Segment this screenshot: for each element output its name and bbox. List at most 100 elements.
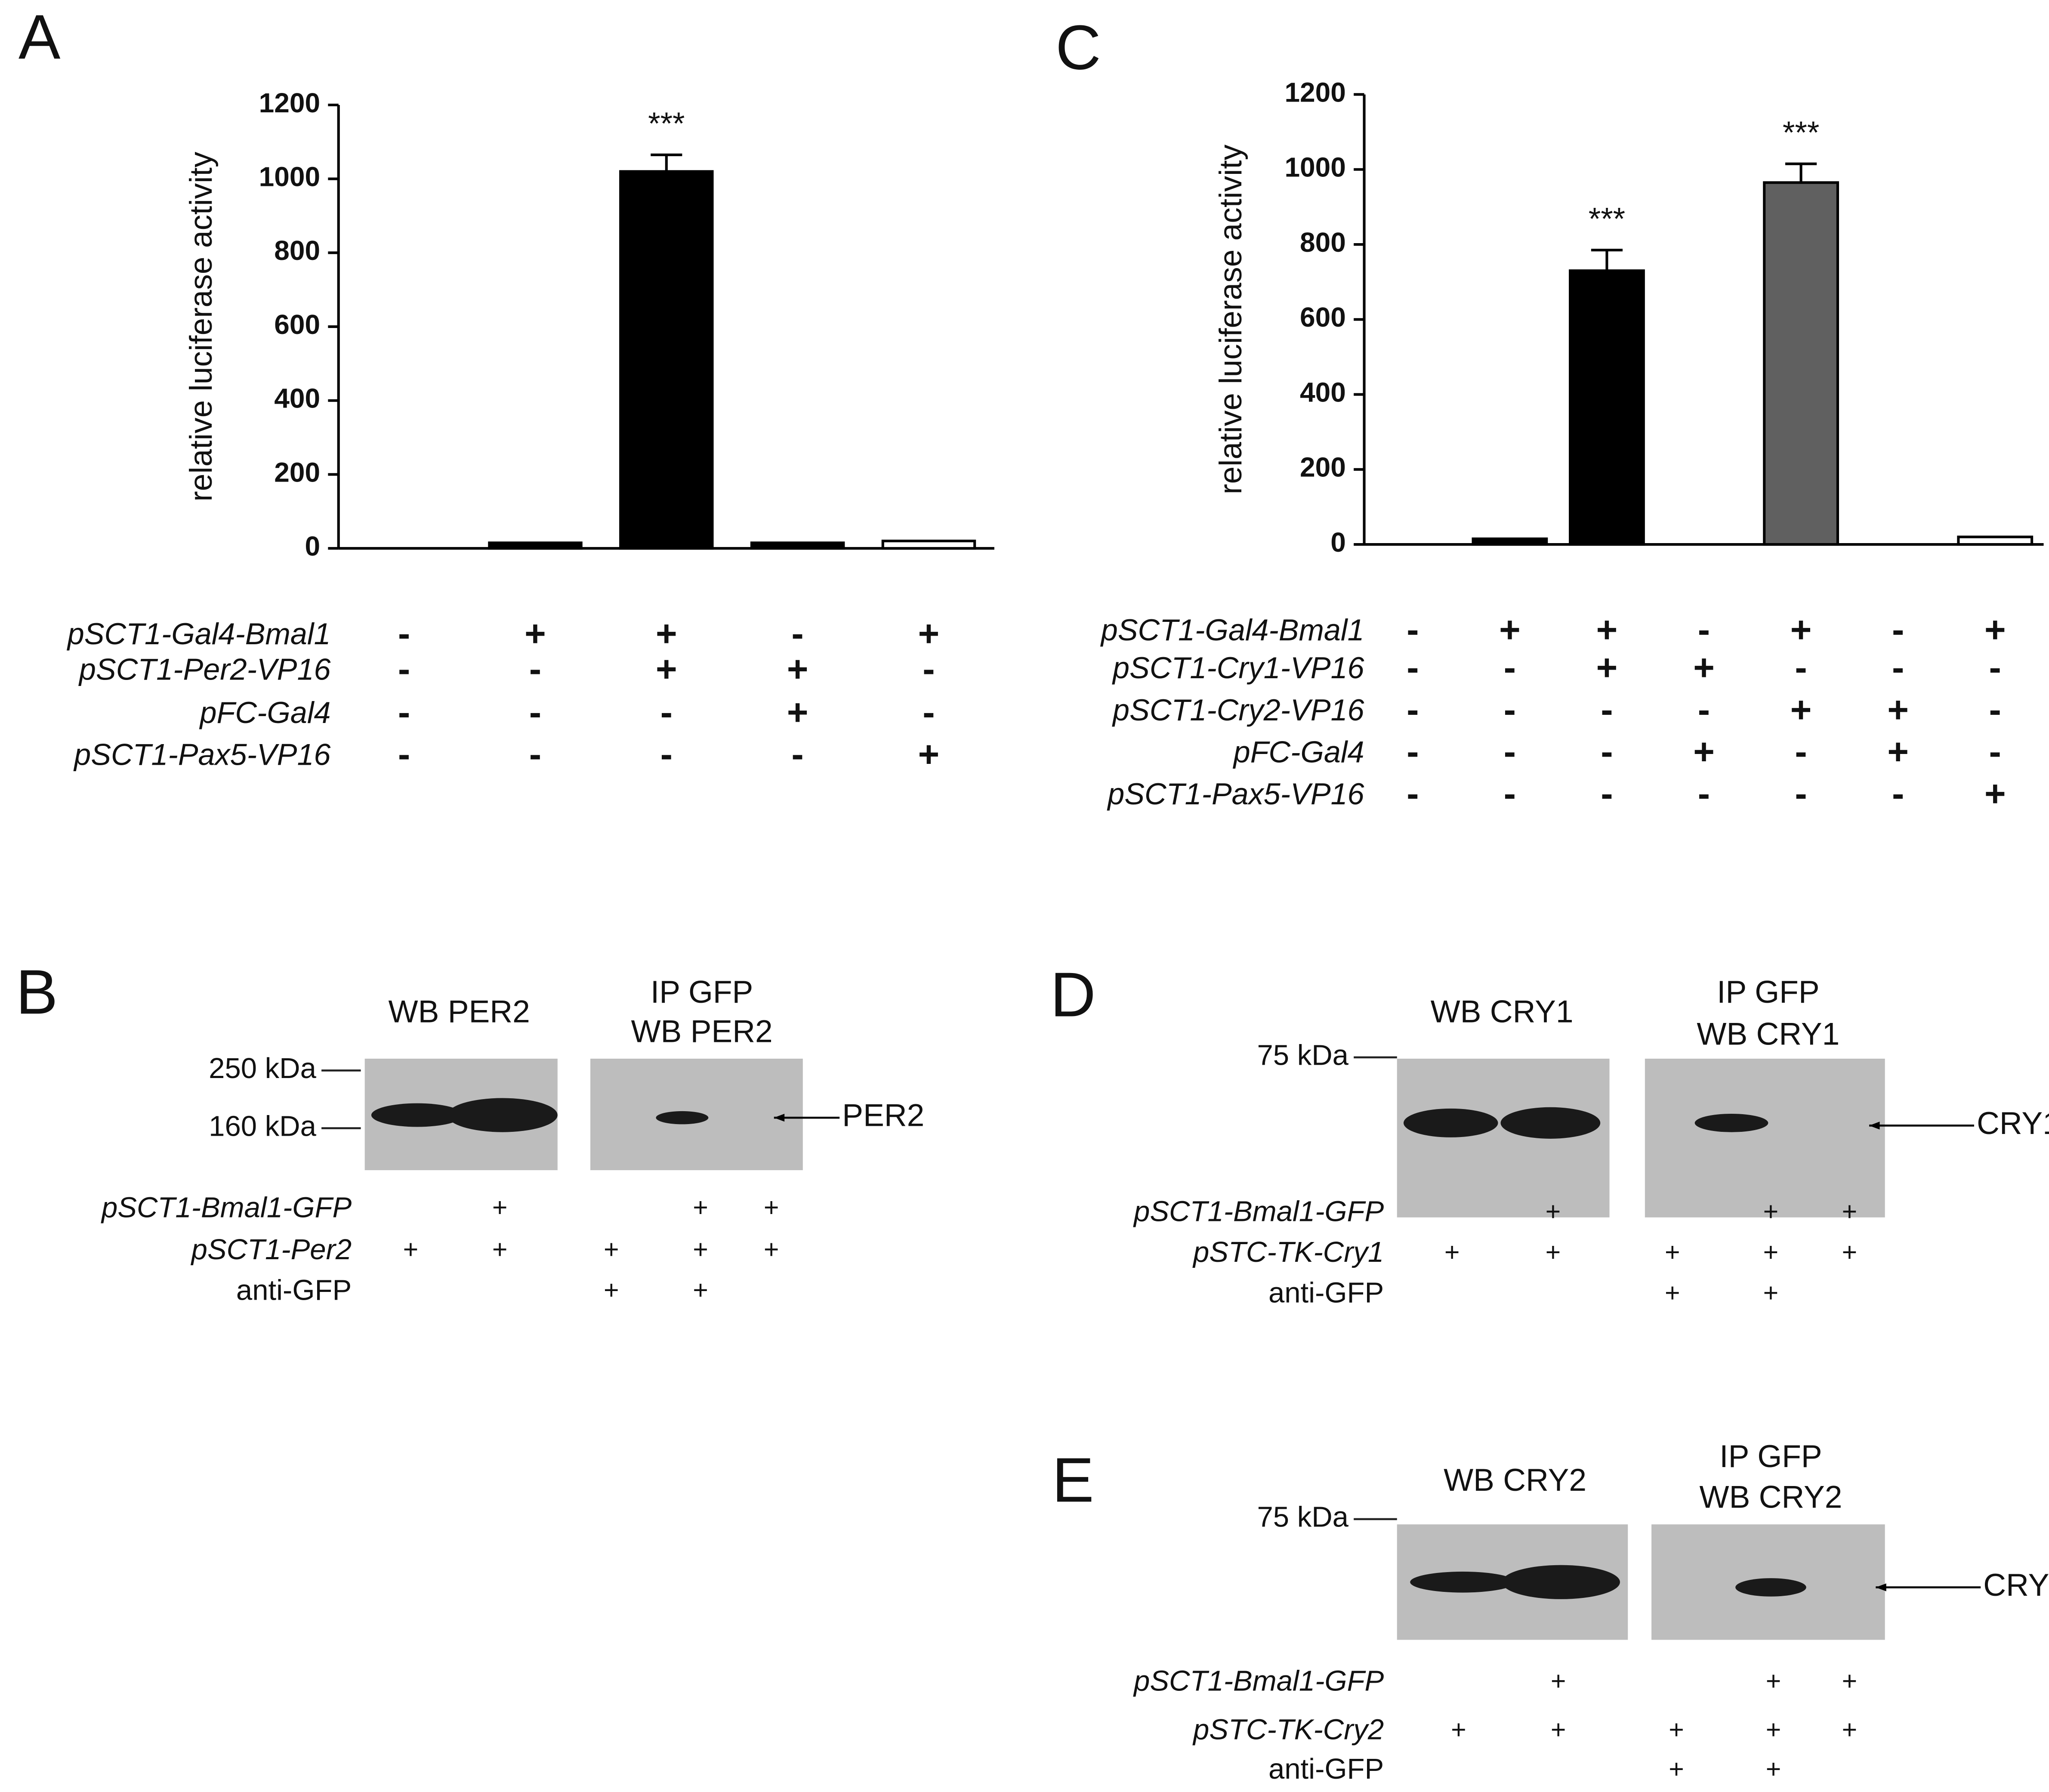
condition-sign: - — [1698, 609, 1710, 650]
condition-sign: + — [693, 1193, 708, 1222]
condition-sign: - — [1407, 689, 1419, 730]
condition-sign: + — [604, 1235, 619, 1264]
condition-sign: - — [660, 692, 673, 733]
condition-sign: + — [1790, 609, 1812, 650]
blot-title: IP GFP — [651, 974, 753, 1010]
condition-sign: + — [1546, 1197, 1561, 1226]
condition-sign: - — [1407, 647, 1419, 688]
panel-label: B — [16, 957, 58, 1027]
panel-label: A — [19, 2, 61, 72]
condition-sign: + — [1451, 1715, 1466, 1744]
condition-sign: - — [1795, 773, 1807, 814]
condition-sign: - — [1407, 609, 1419, 650]
panel-label: D — [1050, 960, 1096, 1030]
y-tick-label: 800 — [274, 235, 320, 266]
condition-sign: + — [1693, 731, 1715, 772]
target-label: CRY1 — [1977, 1106, 2049, 1141]
blot-title: IP GFP — [1717, 974, 1819, 1010]
arrow-head — [774, 1114, 785, 1122]
condition-label: anti-GFP — [1268, 1276, 1384, 1309]
condition-sign: + — [525, 613, 546, 654]
condition-sign: - — [1504, 731, 1516, 772]
blot-title: WB CRY1 — [1431, 994, 1574, 1029]
condition-sign: + — [1665, 1278, 1680, 1307]
condition-sign: + — [604, 1276, 619, 1305]
condition-label: pSTC-TK-Cry1 — [1192, 1236, 1384, 1268]
condition-sign: + — [787, 649, 808, 689]
condition-sign: - — [1892, 647, 1904, 688]
condition-sign: - — [1989, 647, 2001, 688]
condition-sign: + — [918, 613, 940, 654]
condition-sign: - — [923, 649, 935, 689]
condition-sign: + — [918, 734, 940, 775]
condition-label: pSCT1-Bmal1-GFP — [1133, 1665, 1384, 1697]
size-marker: 75 kDa — [1257, 1039, 1349, 1072]
condition-sign: + — [1551, 1715, 1566, 1744]
condition-sign: + — [1546, 1237, 1561, 1267]
condition-sign: + — [1984, 609, 2006, 650]
condition-sign: + — [1842, 1197, 1858, 1226]
condition-sign: + — [1693, 647, 1715, 688]
blot-title: WB PER2 — [389, 994, 530, 1029]
y-tick-label: 1000 — [1284, 152, 1345, 183]
condition-sign: - — [398, 613, 410, 654]
condition-label: pSCT1-Bmal1-GFP — [1133, 1195, 1384, 1227]
bar — [488, 541, 583, 550]
condition-sign: - — [1989, 731, 2001, 772]
condition-sign: + — [1596, 647, 1618, 688]
blot-band — [1735, 1578, 1806, 1597]
blot-band — [447, 1098, 558, 1132]
condition-sign: + — [403, 1235, 419, 1264]
blot-title: IP GFP — [1719, 1439, 1822, 1474]
target-label: PER2 — [842, 1097, 924, 1133]
significance: *** — [648, 106, 685, 141]
condition-sign: - — [1698, 773, 1710, 814]
blot-title: WB CRY1 — [1697, 1016, 1839, 1051]
condition-sign: - — [1892, 773, 1904, 814]
blot-band — [1403, 1108, 1498, 1137]
y-tick-label: 0 — [305, 531, 320, 562]
condition-sign: + — [656, 649, 677, 689]
condition-sign: - — [1601, 773, 1613, 814]
condition-sign: + — [656, 613, 677, 654]
condition-sign: + — [1842, 1666, 1858, 1696]
y-tick-label: 1000 — [259, 161, 320, 192]
condition-sign: + — [492, 1193, 508, 1222]
condition-label: pFC-Gal4 — [199, 696, 331, 729]
blot-title: WB CRY2 — [1700, 1480, 1842, 1515]
condition-sign: + — [1766, 1754, 1781, 1783]
size-marker: 250 kDa — [209, 1052, 316, 1084]
condition-sign: + — [1766, 1715, 1781, 1744]
blot-band — [656, 1111, 709, 1125]
condition-sign: - — [1407, 731, 1419, 772]
blot-title: WB PER2 — [631, 1013, 773, 1049]
bar — [750, 541, 845, 550]
condition-label: pSCT1-Per2-VP16 — [78, 652, 331, 686]
blot-band — [1502, 1565, 1620, 1599]
condition-sign: + — [1763, 1278, 1779, 1307]
condition-sign: + — [492, 1235, 508, 1264]
condition-label: pSCT1-Bmal1-GFP — [101, 1191, 352, 1224]
condition-sign: - — [529, 649, 541, 689]
condition-sign: - — [1601, 689, 1613, 730]
condition-label: anti-GFP — [1268, 1753, 1384, 1785]
condition-label: pFC-Gal4 — [1233, 735, 1364, 769]
panel-label: C — [1055, 13, 1101, 83]
error-bar — [1785, 162, 1817, 183]
bar — [1957, 535, 2034, 546]
y-axis-label: relative luciferase activity — [183, 151, 219, 501]
condition-sign: + — [1551, 1666, 1566, 1696]
y-axis-label: relative luciferase activity — [1213, 144, 1248, 494]
condition-sign: + — [1763, 1197, 1779, 1226]
target-label: CRY2 — [1983, 1567, 2049, 1603]
condition-sign: - — [1795, 731, 1807, 772]
condition-sign: - — [1795, 647, 1807, 688]
condition-label: pSCT1-Pax5-VP16 — [1107, 777, 1364, 811]
condition-sign: + — [1596, 609, 1618, 650]
condition-sign: + — [693, 1235, 708, 1264]
blot-band — [1410, 1571, 1515, 1593]
blot-band — [371, 1103, 463, 1127]
